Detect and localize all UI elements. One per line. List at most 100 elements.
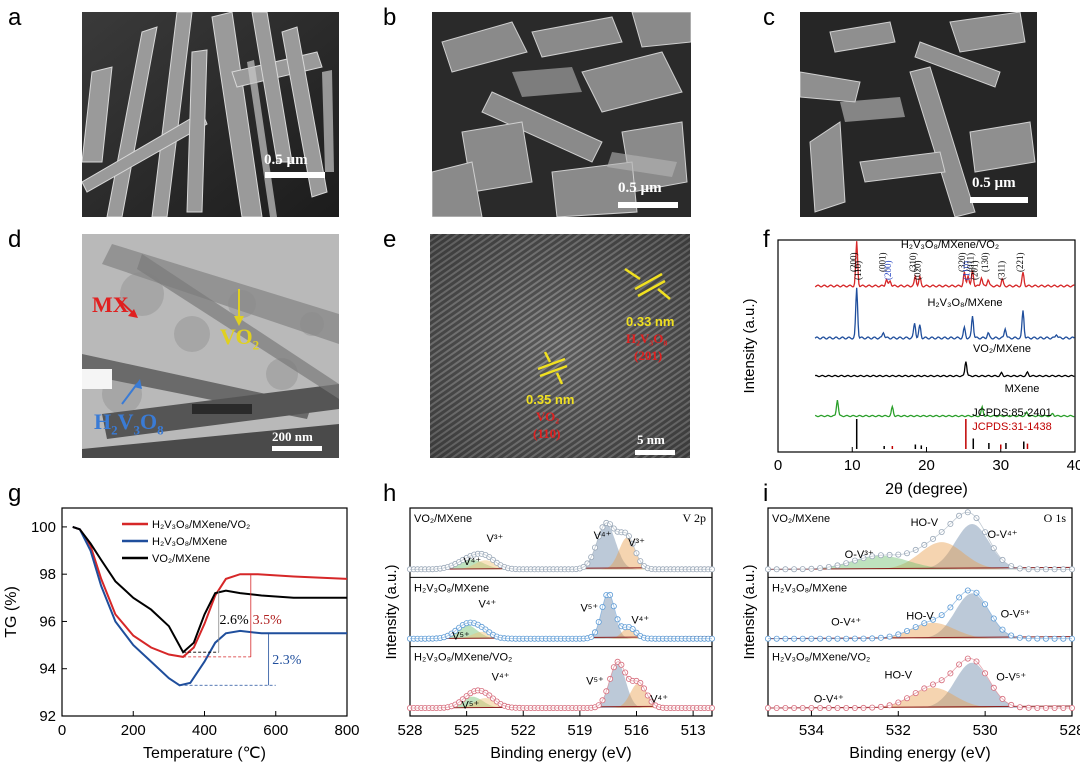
peak-label: O-V⁴⁺ [831,616,861,628]
sem-image-a: 0.5 µm [82,12,339,217]
panel-label-h: h [383,480,397,507]
annotation: 3.5% [253,613,283,628]
peak-label: V⁴⁺ [492,672,510,684]
sem-image-c: 0.5 µm [800,12,1037,217]
x-tick-label: 200 [121,722,146,739]
x-tick-label: 516 [624,722,649,739]
fit-component [768,555,1072,570]
x-tick-label: 522 [511,722,536,739]
series-label: VO₂/MXene [973,343,1031,355]
fit-component [768,524,1072,570]
peak-label: V⁵⁺ [580,602,598,614]
fit-component [410,696,712,708]
fit-component [410,559,712,570]
peak-label: O-V⁴⁺ [987,529,1017,541]
hkl-label-2: (110) [533,426,561,441]
peak-label: V⁴⁺ [650,694,668,706]
panel-label-c: c [763,4,775,31]
fit-component [410,698,712,708]
fit-envelope [768,511,1072,570]
x-tick-label: 513 [681,722,706,739]
sem-image-b: 0.5 µm [432,12,691,217]
y-tick-label: 98 [39,566,56,583]
fit-component [768,662,1072,708]
tg-series-line [72,525,347,687]
peak-label: V³⁺ [487,533,504,545]
fit-component [410,627,712,639]
fit-component [768,593,1072,639]
y-tick-label: 92 [39,708,56,725]
series-label: H₂V₃O₈/MXene/VO₂ [901,239,999,251]
panel-label-d: d [8,226,22,253]
x-tick-label: 0 [774,457,782,474]
annotation: 2.3% [272,653,302,668]
scale-label-b: 0.5 µm [618,180,662,196]
legend-label: H₂V₃O₈/MXene/VO₂ [152,519,250,531]
hkl-label: (201) [970,261,980,281]
fit-envelope [410,522,712,570]
hkl-label: (200) [883,261,893,281]
hkl-label: (311) [996,261,1006,280]
x-tick-label: 528 [1059,722,1080,739]
x-tick-label: 528 [397,722,422,739]
subpanel-title: H₂V₃O₈/MXene [414,582,489,594]
panel-label-e: e [383,226,397,253]
fit-component [410,560,712,570]
fit-component [768,687,1072,708]
hkl-label: (011) [965,253,975,272]
peak-label: V⁴⁺ [478,598,496,610]
subpanel-title: VO₂/MXene [414,513,472,525]
tg-series-line [72,525,348,658]
y-axis-label: Intensity (a.u.) [383,564,400,659]
hkl-label: (110) [853,261,863,280]
peak-label: V⁵⁺ [586,676,604,688]
hkl-label: (001) [878,253,888,273]
fit-component [768,542,1072,570]
xrd-series-line [814,361,1075,378]
hkl-label: (200) [849,253,859,273]
reference-label: JCPDS:31-1438 [972,421,1052,433]
subpanel-title: VO₂/MXene [772,513,830,525]
x-tick-label: 532 [886,722,911,739]
xrd-series-line [814,287,1075,340]
panel-label-a: a [8,4,22,31]
xps-o1s-chart: 534 532 530 528 Binding energy (eV) Intensity… [741,507,1080,762]
y-tick-label: 94 [39,661,56,678]
peak-label: V⁴⁺ [463,556,481,568]
peak-label: V⁴⁺ [594,530,612,542]
hrtem-image-e: 0.33 nm H₂V₃O₈ (201) 0.35 nm VO₂ (110) 5… [430,234,690,458]
xrd-series-line [814,241,1075,288]
x-tick-label: 800 [334,722,359,739]
hkl-label: (020) [913,261,923,281]
panel-label-g: g [8,480,22,507]
peak-label: O-V⁵⁺ [1001,608,1031,620]
peak-label: O-V⁴⁺ [814,694,844,706]
peak-label: O-V³⁺ [845,549,874,561]
x-axis-label: Binding energy (eV) [490,745,631,762]
peak-label: HO-V [911,517,939,529]
hkl-label: (110) [962,261,972,280]
x-tick-label: 20 [918,457,935,474]
scale-label-d: 200 nm [272,429,313,444]
subpanel-title: H₂V₃O₈/MXene [772,582,847,594]
x-tick-label: 400 [192,722,217,739]
x-tick-label: 530 [973,722,998,739]
fit-component [410,537,712,570]
x-axis-label: Temperature (℃) [143,745,266,762]
peak-label: V⁵⁺ [452,630,470,642]
panel-label-b: b [383,4,397,31]
xrd-series-line [814,399,1075,418]
fit-envelope [768,589,1072,640]
peak-label: V³⁺ [628,537,645,549]
hkl-label-1: (201) [634,348,663,363]
phase-label-2: VO₂ [536,409,560,424]
x-tick-label: 534 [799,722,824,739]
xps-v2p-chart: 528 525 522 519 516 513 Binding energy (eV) Int… [383,507,715,762]
y-axis-label: Intensity (a.u.) [741,564,758,659]
d-spacing-1: 0.33 nm [626,314,675,329]
scale-label-e: 5 nm [637,432,665,447]
hkl-label: (221) [1015,253,1025,273]
core-level-label: O 1s [1044,511,1067,525]
subpanel-title: H₂V₃O₈/MXene/VO₂ [414,652,512,664]
x-tick-label: 525 [454,722,479,739]
